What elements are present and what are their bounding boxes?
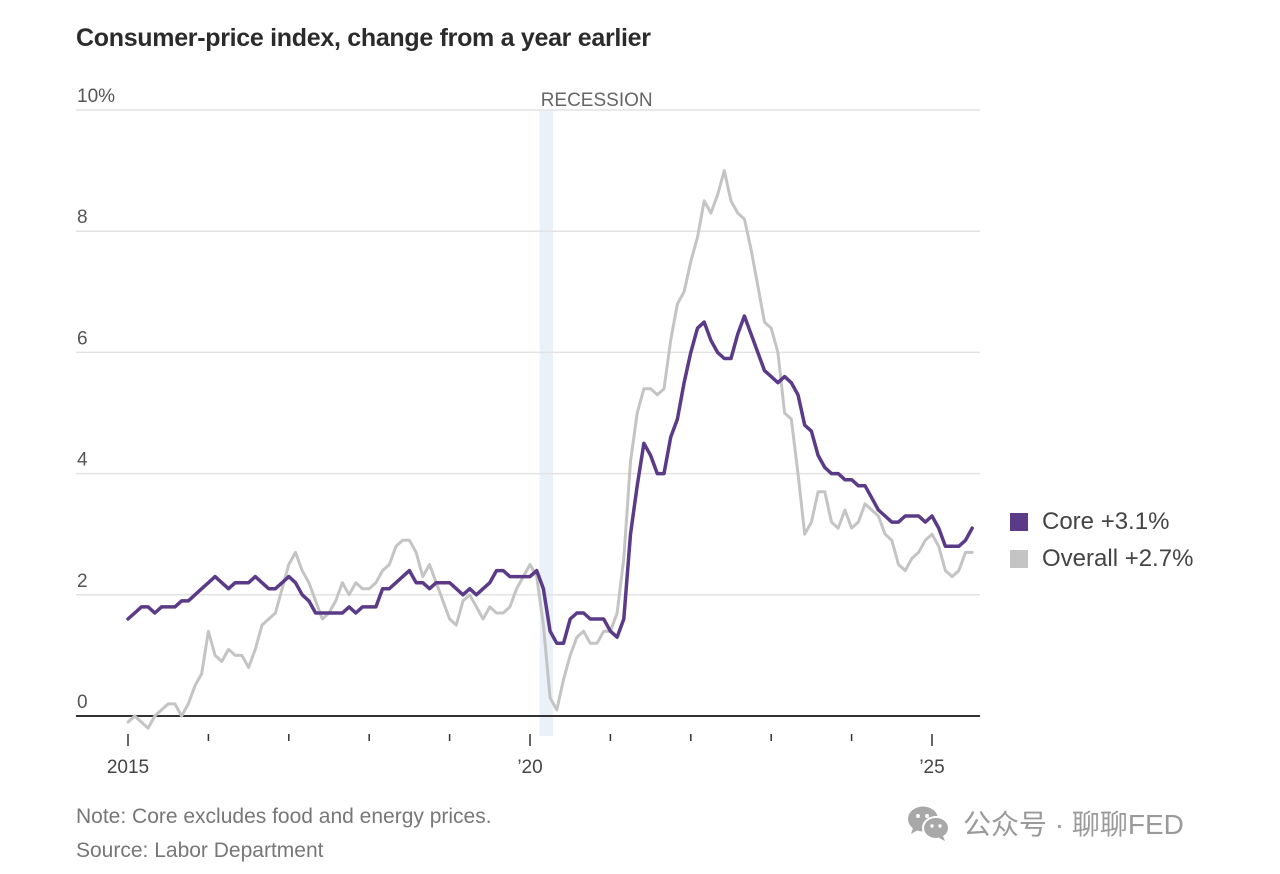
legend-item-overall: Overall +2.7%	[1010, 540, 1193, 577]
legend-swatch-overall	[1010, 549, 1028, 568]
x-tick-label: ’20	[517, 757, 542, 778]
recession-band	[539, 110, 554, 736]
series-layer	[126, 169, 974, 730]
legend-label-core: Core +3.1%	[1042, 507, 1170, 535]
chart-title: Consumer-price index, change from a year…	[76, 24, 651, 52]
x-tick-label: ’25	[919, 757, 944, 778]
y-tick-label: 2	[77, 571, 88, 592]
y-tick-label: 0	[77, 692, 88, 713]
y-tick-label: 8	[77, 207, 88, 228]
watermark: 公众号 · 聊聊FED	[905, 803, 1184, 843]
grid-layer: 0 2 4 6 8 10%	[76, 86, 980, 713]
legend-label-overall: Overall +2.7%	[1042, 544, 1194, 572]
note-text: Note: Core excludes food and energy pric…	[76, 805, 492, 828]
watermark-text: 公众号 · 聊聊FED	[963, 809, 1184, 840]
legend-swatch-core	[1010, 512, 1028, 531]
legend: Core +3.1% Overall +2.7%	[1010, 503, 1193, 577]
series-line-overall	[126, 169, 974, 730]
series-line-core	[126, 314, 974, 646]
y-tick-label: 6	[77, 328, 88, 349]
wechat-icon	[908, 806, 950, 841]
x-tick-label: 2015	[107, 757, 149, 778]
legend-item-core: Core +3.1%	[1010, 503, 1193, 540]
footnotes: Note: Core excludes food and energy pric…	[76, 800, 492, 868]
source-text: Source: Labor Department	[76, 839, 324, 862]
recession-label: RECESSION	[541, 90, 653, 111]
axis-layer: 2015 ’20 ’25	[76, 715, 980, 778]
y-tick-label: 10%	[77, 86, 115, 107]
y-tick-label: 4	[77, 450, 88, 471]
recession-layer: RECESSION	[539, 90, 653, 736]
